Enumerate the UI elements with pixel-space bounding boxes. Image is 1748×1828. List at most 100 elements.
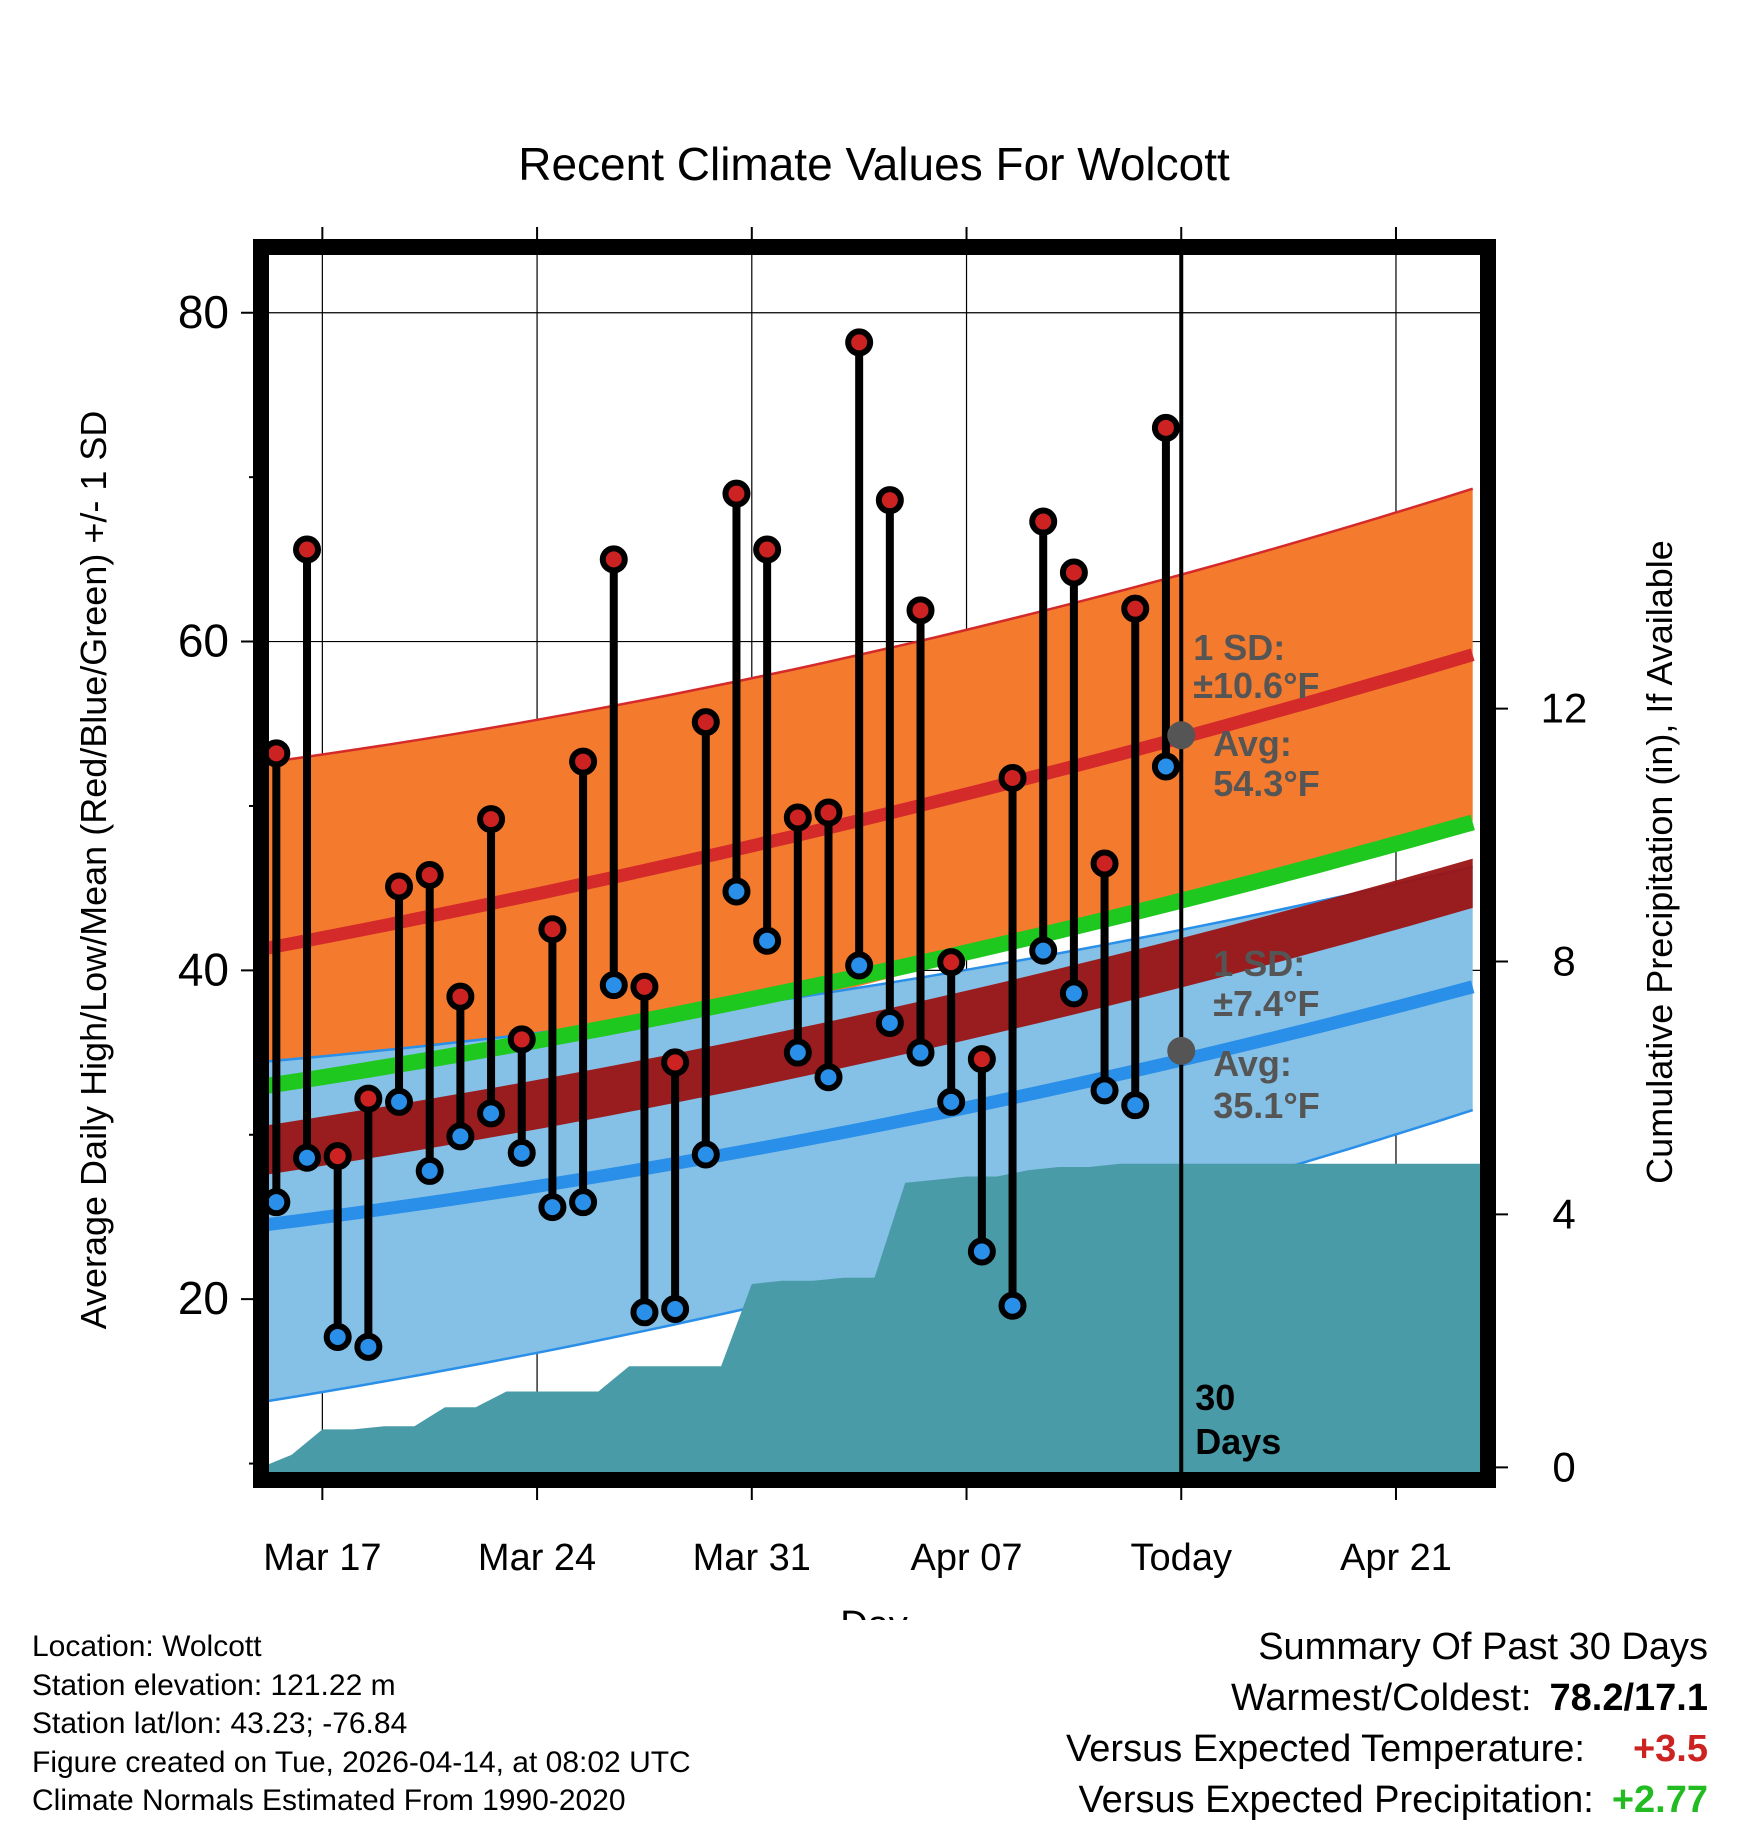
high-avg-value: 54.3°F [1213,763,1319,804]
x-axis-label: Day [840,1604,908,1620]
summary-temp-row: Versus Expected Temperature: +3.5 [1066,1724,1708,1775]
created-text: Figure created on Tue, 2026-04-14, at 08… [32,1745,691,1779]
warmest-value: 78.2/17.1 [1549,1677,1708,1719]
low-sd-value: ±7.4°F [1213,983,1319,1024]
mean-overlap-band [261,858,1473,1176]
y2-tick-label: 8 [1552,938,1575,985]
normals-text: Climate Normals Estimated From 1990-2020 [32,1784,626,1817]
low-point [661,1295,690,1324]
plot-frame [253,239,1496,1488]
low-point [446,1122,475,1151]
low-point [691,1140,720,1169]
y-axis-label: Average Daily High/Low/Mean (Red/Blue/Gr… [73,411,114,1330]
x-tick-label: Mar 24 [478,1537,596,1579]
low-sd-upper-line [261,865,1473,1064]
summary-title: Summary Of Past 30 Days [1258,1626,1708,1668]
low-point [599,971,628,1000]
high-point [845,328,874,357]
latlon-text: Station lat/lon: 43.23; -76.84 [32,1707,408,1740]
summary-panel: Summary Of Past 30 Days Warmest/Coldest:… [1066,1622,1708,1826]
low-point [814,1063,843,1092]
low-point [1121,1091,1150,1120]
high-point [753,535,782,564]
temp-anomaly-value: +3.5 [1632,1728,1708,1770]
high-point [354,1084,383,1113]
high-point [1029,507,1058,536]
high-point [937,948,966,977]
low-point [354,1332,383,1361]
low-point [967,1237,996,1266]
climate-chart: Recent Climate Values For Wolcott 1 SD:±… [73,138,1680,1620]
low-point [538,1193,567,1222]
low-point [293,1143,322,1172]
high-point [691,708,720,737]
high-point [446,982,475,1011]
low-point [507,1138,536,1167]
high-point [906,596,935,625]
low-point [477,1099,506,1128]
low-point [1059,979,1088,1008]
summary-precip-row: Versus Expected Precipitation: +2.77 [1066,1775,1708,1826]
low-point [937,1087,966,1116]
x-tick-label: Apr 07 [911,1537,1023,1579]
high-point [1059,558,1088,587]
low-point [385,1087,414,1116]
x-tick-label: Apr 21 [1340,1537,1452,1579]
summary-warmest-row: Warmest/Coldest: 78.2/17.1 [1066,1673,1708,1724]
low-point [753,926,782,955]
low-sd-label: 1 SD: [1213,943,1305,984]
y2-axis-label: Cumulative Precipitation (in), If Availa… [1639,540,1680,1184]
today-avg-low-marker [1167,1036,1196,1065]
y-tick-label: 80 [178,286,229,338]
high-sd-upper-line [261,487,1474,765]
y2-tick-label: 0 [1552,1443,1575,1490]
x-tick-label: Mar 17 [263,1537,381,1579]
y-tick-label: 60 [178,615,229,667]
low-point [845,951,874,980]
high-sd-label: 1 SD: [1193,627,1285,668]
high-point [1121,594,1150,623]
high-point [538,915,567,944]
high-point [385,872,414,901]
high-point [569,747,598,776]
high-point [323,1142,352,1171]
high-sd-value: ±10.6°F [1193,665,1319,706]
low-point [998,1291,1027,1320]
x-tick-label: Today [1131,1537,1232,1579]
low-point [722,877,751,906]
high-point [507,1025,536,1054]
chart-title: Recent Climate Values For Wolcott [518,138,1230,190]
high-point [415,861,444,890]
high-point [814,798,843,827]
low-point [875,1008,904,1037]
high-point [477,805,506,834]
temp-anomaly-label: Versus Expected Temperature: [1066,1728,1585,1770]
low-point [630,1298,659,1327]
high-point [967,1045,996,1074]
y-tick-label: 20 [178,1272,229,1324]
x-tick-label: Mar 31 [693,1537,811,1579]
high-point [661,1048,690,1077]
warmest-label: Warmest/Coldest: [1230,1677,1532,1719]
high-point [875,486,904,515]
today-avg-high-marker [1167,721,1196,750]
low-point [1090,1076,1119,1105]
high-point [630,972,659,1001]
plot-clip-group [261,247,1488,1480]
high-point [783,803,812,832]
low-point [783,1038,812,1067]
high-point [293,535,322,564]
high-point [1151,413,1180,442]
window-days-unit: Days [1195,1421,1281,1462]
low-point [1151,752,1180,781]
low-point [323,1322,352,1351]
y-tick-label: 40 [178,943,229,995]
y2-tick-label: 12 [1541,685,1588,732]
low-point [906,1038,935,1067]
low-normal-line [261,980,1475,1232]
high-normal-line [261,648,1475,956]
high-point [599,545,628,574]
precip-anomaly-value: +2.77 [1611,1779,1708,1821]
y2-tick-label: 4 [1552,1190,1575,1237]
high-point [998,764,1027,793]
